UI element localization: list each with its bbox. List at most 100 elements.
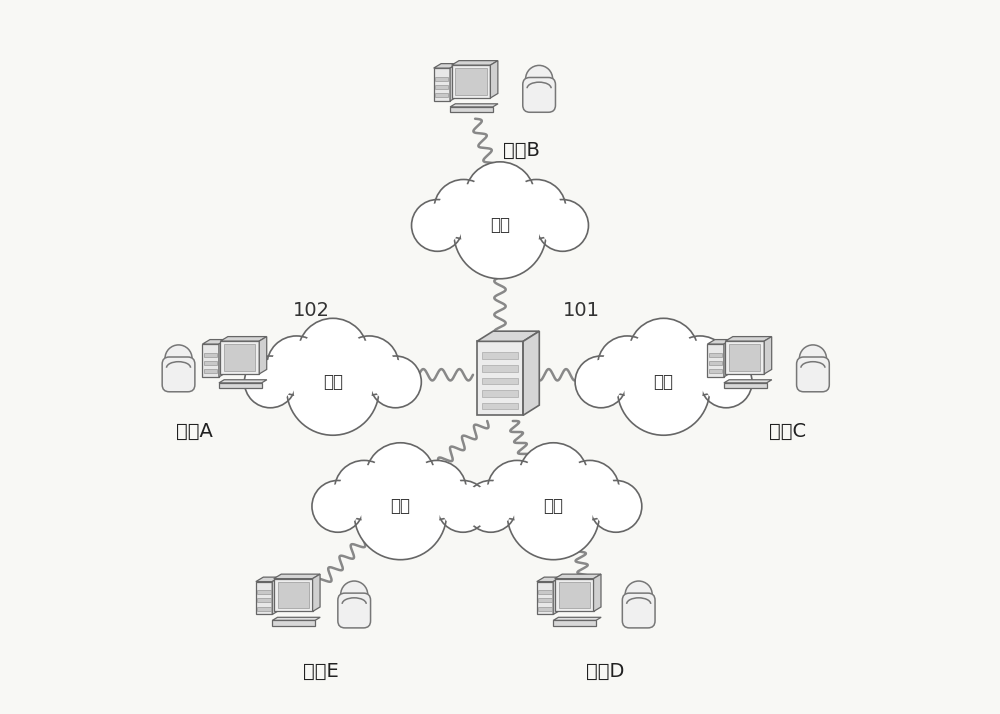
Circle shape — [617, 343, 710, 436]
Polygon shape — [202, 340, 226, 344]
Circle shape — [415, 203, 459, 248]
FancyBboxPatch shape — [729, 344, 760, 371]
Text: 用户C: 用户C — [769, 422, 807, 441]
Polygon shape — [452, 61, 498, 65]
Circle shape — [670, 336, 730, 395]
Circle shape — [465, 481, 517, 532]
FancyBboxPatch shape — [482, 403, 518, 409]
FancyBboxPatch shape — [523, 78, 555, 112]
Circle shape — [312, 481, 364, 532]
Circle shape — [365, 443, 436, 513]
Polygon shape — [594, 574, 601, 611]
Circle shape — [507, 467, 600, 560]
Circle shape — [537, 199, 588, 251]
Polygon shape — [725, 341, 764, 374]
Circle shape — [294, 350, 372, 428]
Circle shape — [565, 465, 615, 515]
Polygon shape — [725, 336, 772, 341]
FancyBboxPatch shape — [559, 582, 590, 608]
FancyBboxPatch shape — [204, 353, 217, 356]
FancyBboxPatch shape — [538, 598, 552, 603]
Polygon shape — [450, 64, 458, 101]
Circle shape — [340, 336, 399, 395]
Circle shape — [344, 341, 394, 391]
Circle shape — [334, 461, 394, 520]
Circle shape — [316, 484, 360, 528]
Text: 用户D: 用户D — [586, 662, 624, 681]
FancyBboxPatch shape — [709, 361, 722, 365]
Circle shape — [370, 356, 421, 408]
Circle shape — [438, 184, 489, 234]
Polygon shape — [274, 574, 320, 578]
FancyBboxPatch shape — [538, 590, 552, 594]
Polygon shape — [450, 104, 498, 107]
Circle shape — [514, 474, 593, 553]
Circle shape — [704, 360, 748, 404]
Circle shape — [271, 341, 322, 391]
FancyBboxPatch shape — [435, 93, 448, 97]
Circle shape — [341, 581, 368, 608]
Circle shape — [469, 484, 513, 528]
Circle shape — [799, 345, 826, 372]
FancyBboxPatch shape — [435, 76, 448, 81]
Text: 101: 101 — [563, 301, 600, 321]
Circle shape — [575, 356, 627, 408]
FancyBboxPatch shape — [482, 365, 518, 372]
Circle shape — [598, 336, 657, 395]
Polygon shape — [537, 577, 561, 582]
FancyBboxPatch shape — [482, 390, 518, 397]
FancyBboxPatch shape — [482, 353, 518, 359]
Circle shape — [507, 179, 566, 238]
Polygon shape — [274, 578, 313, 611]
Circle shape — [244, 356, 296, 408]
Text: 网络: 网络 — [654, 373, 674, 391]
Polygon shape — [724, 383, 767, 388]
Polygon shape — [537, 582, 553, 615]
Circle shape — [339, 465, 389, 515]
FancyBboxPatch shape — [278, 582, 309, 608]
Text: 用户B: 用户B — [503, 141, 540, 160]
Polygon shape — [256, 582, 272, 615]
FancyBboxPatch shape — [257, 598, 271, 603]
Circle shape — [560, 461, 619, 520]
Polygon shape — [553, 577, 561, 615]
Circle shape — [437, 481, 489, 532]
Polygon shape — [452, 65, 490, 98]
Circle shape — [373, 360, 417, 404]
Circle shape — [303, 323, 363, 383]
Polygon shape — [219, 380, 267, 383]
FancyBboxPatch shape — [204, 361, 217, 365]
Circle shape — [541, 203, 585, 248]
Polygon shape — [202, 344, 219, 377]
Circle shape — [675, 341, 725, 391]
Circle shape — [523, 448, 583, 508]
Circle shape — [628, 318, 699, 388]
Circle shape — [700, 356, 752, 408]
Circle shape — [470, 167, 530, 227]
Circle shape — [634, 323, 693, 383]
Circle shape — [371, 448, 430, 508]
Circle shape — [407, 461, 466, 520]
Circle shape — [594, 484, 638, 528]
Polygon shape — [707, 340, 731, 344]
FancyBboxPatch shape — [797, 357, 829, 392]
Circle shape — [590, 481, 642, 532]
FancyBboxPatch shape — [455, 69, 487, 95]
Polygon shape — [477, 341, 523, 416]
Polygon shape — [272, 620, 315, 625]
Circle shape — [461, 193, 539, 272]
FancyBboxPatch shape — [482, 378, 518, 384]
Circle shape — [602, 341, 652, 391]
Circle shape — [434, 179, 493, 238]
Polygon shape — [256, 577, 280, 582]
Polygon shape — [764, 336, 772, 374]
Circle shape — [441, 484, 485, 528]
FancyBboxPatch shape — [538, 607, 552, 610]
Polygon shape — [490, 61, 498, 98]
Circle shape — [511, 184, 562, 234]
Circle shape — [287, 343, 379, 436]
Circle shape — [267, 336, 326, 395]
FancyBboxPatch shape — [257, 607, 271, 610]
FancyBboxPatch shape — [224, 344, 255, 371]
Polygon shape — [477, 331, 539, 341]
